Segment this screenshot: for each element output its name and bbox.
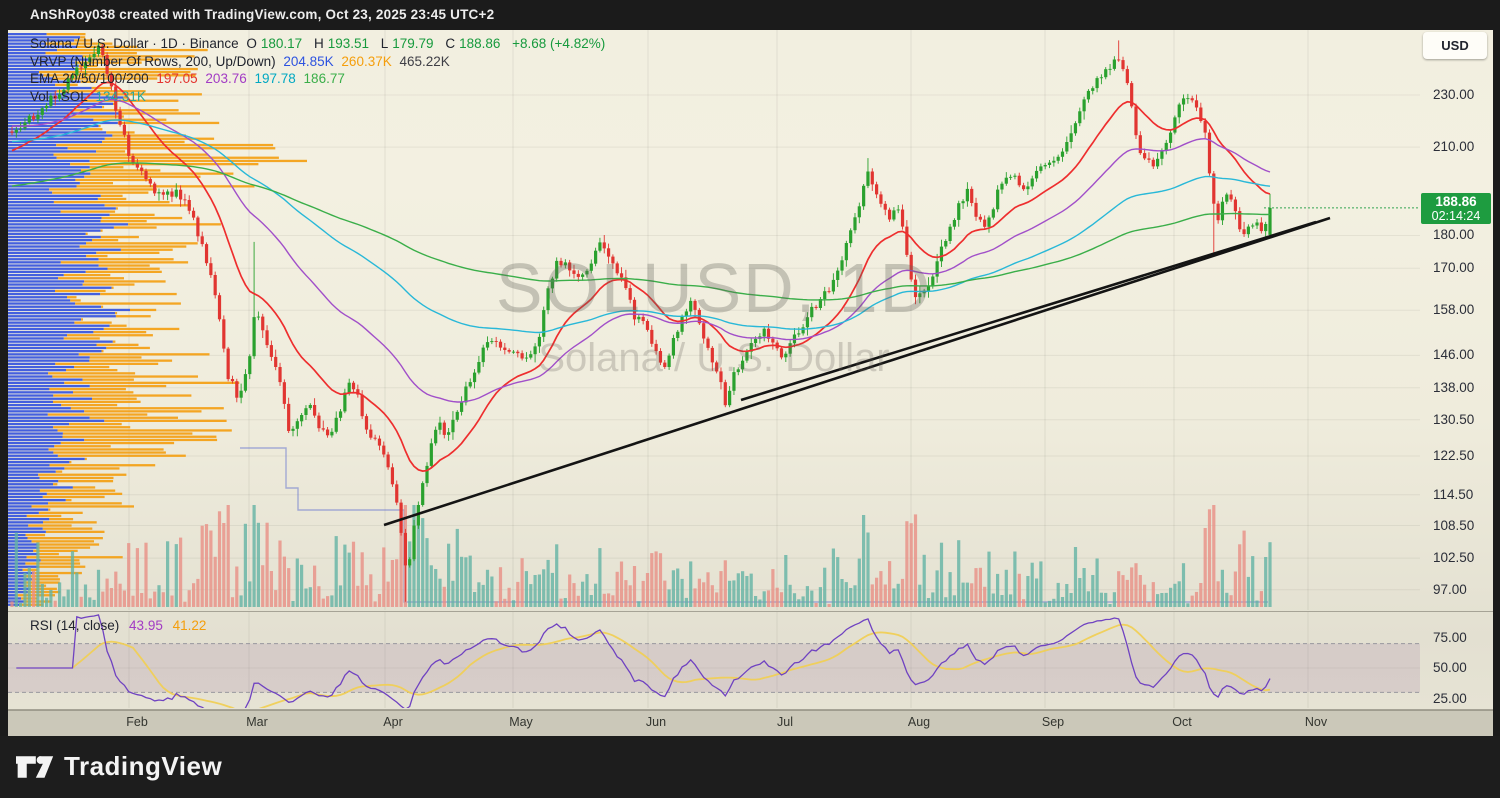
rsi-ma-value: 41.22 (172, 618, 207, 633)
attribution-text: AnShRoy038 created with TradingView.com,… (30, 7, 495, 22)
ohlc-high: H 193.51 (313, 36, 369, 51)
ema-50-line (11, 98, 1271, 403)
footer-bar: TradingView (0, 736, 1500, 798)
price-tick: 158.00 (1433, 302, 1475, 317)
ema-100-line (11, 119, 1271, 334)
price-tick: 122.50 (1433, 448, 1475, 463)
ema-title[interactable]: EMA 20/50/100/200 (30, 71, 149, 86)
legend-vrvp-row[interactable]: VRVP (Number Of Rows, 200, Up/Down) 204.… (30, 53, 609, 71)
price-scale[interactable]: USD 230.00 210.00 180.00 170.00 158.00 146.00… (1420, 30, 1493, 710)
month-label: Jul (777, 715, 793, 729)
month-label: Aug (907, 715, 931, 729)
price-tick: 180.00 (1433, 227, 1475, 242)
price-tick: 146.00 (1433, 347, 1475, 362)
rsi-tick: 25.00 (1433, 691, 1467, 706)
price-tick: 114.50 (1433, 487, 1474, 502)
trendline-2[interactable] (740, 220, 1317, 402)
rsi-grid-layer (8, 612, 1420, 708)
rsi-legend[interactable]: RSI (14, close) 43.95 41.22 (30, 618, 206, 633)
price-tick: 230.00 (1433, 87, 1475, 102)
ema200-value: 186.77 (303, 71, 345, 86)
legend-ema-row[interactable]: EMA 20/50/100/200 197.05 203.76 197.78 1… (30, 70, 609, 88)
month-label: May (509, 715, 533, 729)
ohlc-close: C 188.86 (445, 36, 501, 51)
last-price-value: 188.86 (1435, 194, 1477, 209)
price-tick: 138.00 (1433, 380, 1475, 395)
rsi-tick: 50.00 (1433, 660, 1467, 675)
rsi-value: 43.95 (129, 618, 163, 633)
tradingview-logo-icon (16, 755, 54, 778)
currency-toggle-button[interactable]: USD (1423, 32, 1487, 59)
volume-value: 134.31K (95, 88, 146, 104)
month-label: Apr (383, 715, 403, 729)
price-tick: 102.50 (1433, 550, 1475, 565)
vrvp-up-value: 204.85K (283, 53, 334, 69)
price-tick: 108.50 (1433, 518, 1475, 533)
vrvp-down-value: 260.37K (341, 53, 392, 69)
candles-layer[interactable] (10, 40, 1272, 602)
tradingview-brand-text: TradingView (64, 751, 223, 781)
ema100-value: 197.78 (254, 71, 296, 86)
pane-separator[interactable] (8, 611, 1493, 612)
legend-symbol-row[interactable]: Solana / U.S. Dollar · 1D · Binance O 180… (30, 35, 609, 53)
bar-countdown: 02:14:24 (1431, 209, 1481, 223)
ohlc-open: O 180.17 (246, 36, 303, 51)
volume-bars-layer (10, 505, 1272, 607)
chart-area: SOLUSD, 1D Solana / U.S. Dollar Solana /… (8, 30, 1493, 736)
change-value: +8.68 (+4.82%) (512, 36, 606, 51)
month-label: Sep (1041, 715, 1065, 729)
pane-separator-bottom[interactable] (8, 709, 1493, 710)
last-price-badge: 188.86 02:14:24 (1421, 193, 1491, 224)
month-label: Feb (126, 715, 148, 729)
vrvp-total-value: 465.22K (399, 53, 450, 69)
vrvp-title[interactable]: VRVP (Number Of Rows, 200, Up/Down) (30, 53, 276, 69)
ema50-value: 203.76 (205, 71, 247, 86)
month-label: Oct (1172, 715, 1192, 729)
legend: Solana / U.S. Dollar · 1D · Binance O 180… (30, 35, 609, 105)
ema-200-line (11, 162, 1271, 301)
trendline-1[interactable] (383, 216, 1331, 527)
legend-volume-row[interactable]: Vol · SOL 134.31K (30, 88, 609, 106)
ema20-value: 197.05 (156, 71, 198, 86)
month-label: Jun (645, 715, 667, 729)
price-tick: 130.50 (1433, 412, 1475, 427)
attribution-bar: AnShRoy038 created with TradingView.com,… (0, 0, 1500, 30)
price-tick: 170.00 (1433, 260, 1475, 275)
symbol-title[interactable]: Solana / U.S. Dollar · 1D · Binance (30, 36, 239, 51)
ema-20-line (11, 81, 1271, 472)
ohlc-low: L 179.79 (380, 36, 434, 51)
ema-lines-layer (11, 81, 1271, 472)
rsi-tick: 75.00 (1433, 630, 1467, 645)
price-tick: 210.00 (1433, 139, 1475, 154)
main-price-pane[interactable] (8, 30, 1420, 610)
rsi-line (16, 614, 1271, 708)
rsi-title[interactable]: RSI (14, close) (30, 618, 120, 633)
rsi-ma-line (71, 623, 1271, 708)
month-label: Mar (246, 715, 268, 729)
price-tick: 97.00 (1433, 582, 1467, 597)
trendlines-layer[interactable] (383, 216, 1331, 527)
volume-title[interactable]: Vol · SOL (30, 88, 88, 104)
time-axis[interactable]: Feb Mar Apr May Jun Jul Aug Sep Oct Nov (8, 710, 1493, 736)
tradingview-brand[interactable]: TradingView (16, 751, 222, 782)
rsi-pane[interactable] (8, 612, 1420, 708)
month-label: Nov (1304, 715, 1328, 729)
